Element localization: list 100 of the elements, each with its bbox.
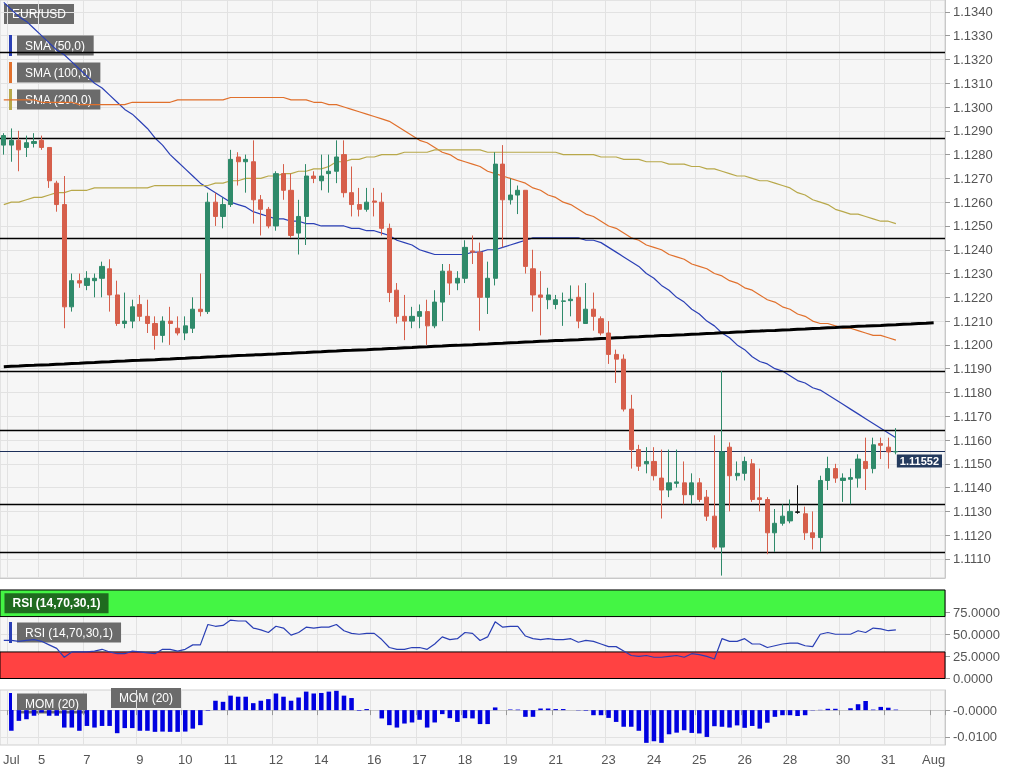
bar (61, 710, 67, 728)
y-tick-label: 1.1170 (953, 408, 992, 424)
bar (621, 710, 626, 727)
candlestick (281, 163, 286, 201)
candlestick (719, 370, 725, 577)
candlestick (689, 472, 694, 505)
candlestick (84, 270, 90, 291)
y-tick-label: 1.1310 (953, 75, 993, 91)
x-tick-label: 16 (366, 752, 382, 767)
y-tick-label: 1.1150 (953, 456, 992, 472)
candlestick (485, 261, 490, 315)
bar (742, 710, 747, 728)
bar (795, 710, 800, 717)
bar (417, 710, 422, 720)
candlestick (674, 449, 679, 489)
candlestick (47, 146, 52, 189)
candlestick (122, 292, 127, 329)
bar (160, 710, 165, 732)
y-tick-label: 1.1260 (953, 194, 993, 210)
bar (31, 710, 37, 716)
x-tick-label: 14 (314, 752, 329, 767)
bar (107, 710, 112, 726)
x-tick-label: 19 (503, 752, 518, 767)
candlestick (697, 477, 702, 503)
candlestick (251, 139, 256, 225)
bar (198, 710, 203, 726)
candlestick (9, 127, 14, 163)
candlestick (644, 446, 649, 474)
legend-label: MOM (20) (25, 696, 79, 711)
bar (145, 710, 150, 731)
x-tick-label: 11 (223, 752, 238, 767)
legend-label: SMA (100,0) (25, 65, 92, 80)
x-tick-label: 25 (692, 752, 707, 767)
candlestick (372, 187, 377, 217)
candlestick (591, 292, 596, 332)
legend-label: SMA (50,0) (25, 38, 86, 53)
bar (863, 701, 868, 711)
candlestick (795, 484, 800, 515)
candlestick (107, 258, 112, 313)
candlestick (258, 194, 263, 236)
candlestick (130, 299, 135, 329)
candlestick (425, 299, 430, 346)
candlestick (568, 284, 573, 317)
candlestick (409, 306, 415, 329)
candlestick (273, 170, 279, 232)
line-series (3, 1, 897, 439)
candlestick (152, 315, 158, 351)
bar (77, 710, 82, 731)
candlestick (855, 453, 861, 489)
candlestick (508, 177, 513, 206)
bar (674, 710, 679, 733)
x-tick-label: 31 (881, 752, 896, 767)
y-tick-label: 1.1270 (953, 170, 993, 186)
candlestick (803, 506, 808, 541)
bar (470, 710, 475, 719)
line-series (3, 619, 897, 660)
bar (394, 710, 400, 728)
bar (24, 710, 29, 720)
y-tick-label: 1.1340 (953, 4, 993, 20)
x-tick-label: 9 (136, 752, 144, 767)
candlestick (530, 249, 536, 313)
line-series (2, 321, 936, 369)
bar (772, 710, 778, 717)
bar (228, 695, 233, 711)
candlestick (787, 499, 793, 524)
candlestick (16, 130, 21, 172)
candlestick (553, 294, 558, 310)
candlestick (39, 135, 44, 151)
y-tick-label: 1.1240 (953, 242, 993, 258)
y-tick-label: -0.0000 (953, 702, 998, 718)
bar (266, 699, 271, 711)
bar (182, 710, 188, 732)
y-tick-label: 1.1110 (953, 551, 991, 567)
y-tick-label: 1.1290 (953, 123, 993, 139)
candlestick (220, 196, 226, 229)
candlestick (477, 242, 483, 332)
candlestick (712, 434, 717, 550)
candlestick (296, 199, 301, 256)
candlestick (417, 303, 422, 329)
band-label: RSI (14,70,30,1) (12, 596, 101, 611)
candlestick (576, 284, 581, 329)
candlestick (727, 441, 732, 512)
candlestick (168, 306, 173, 346)
candlestick (213, 192, 218, 227)
y-tick-label: 1.1130 (953, 503, 992, 519)
candlestick (402, 294, 407, 341)
bar (727, 710, 732, 728)
bar (644, 710, 649, 743)
candlestick (810, 510, 815, 550)
bar (250, 703, 256, 711)
bar (130, 710, 135, 729)
x-tick-label: 18 (457, 752, 473, 767)
bar (886, 707, 891, 711)
candlestick (757, 468, 762, 512)
candlestick (92, 273, 97, 298)
x-tick-label: 12 (268, 752, 284, 767)
y-tick-label: 1.1210 (953, 313, 993, 329)
candlestick (99, 261, 105, 298)
bar (757, 710, 763, 729)
candlestick (62, 175, 67, 329)
